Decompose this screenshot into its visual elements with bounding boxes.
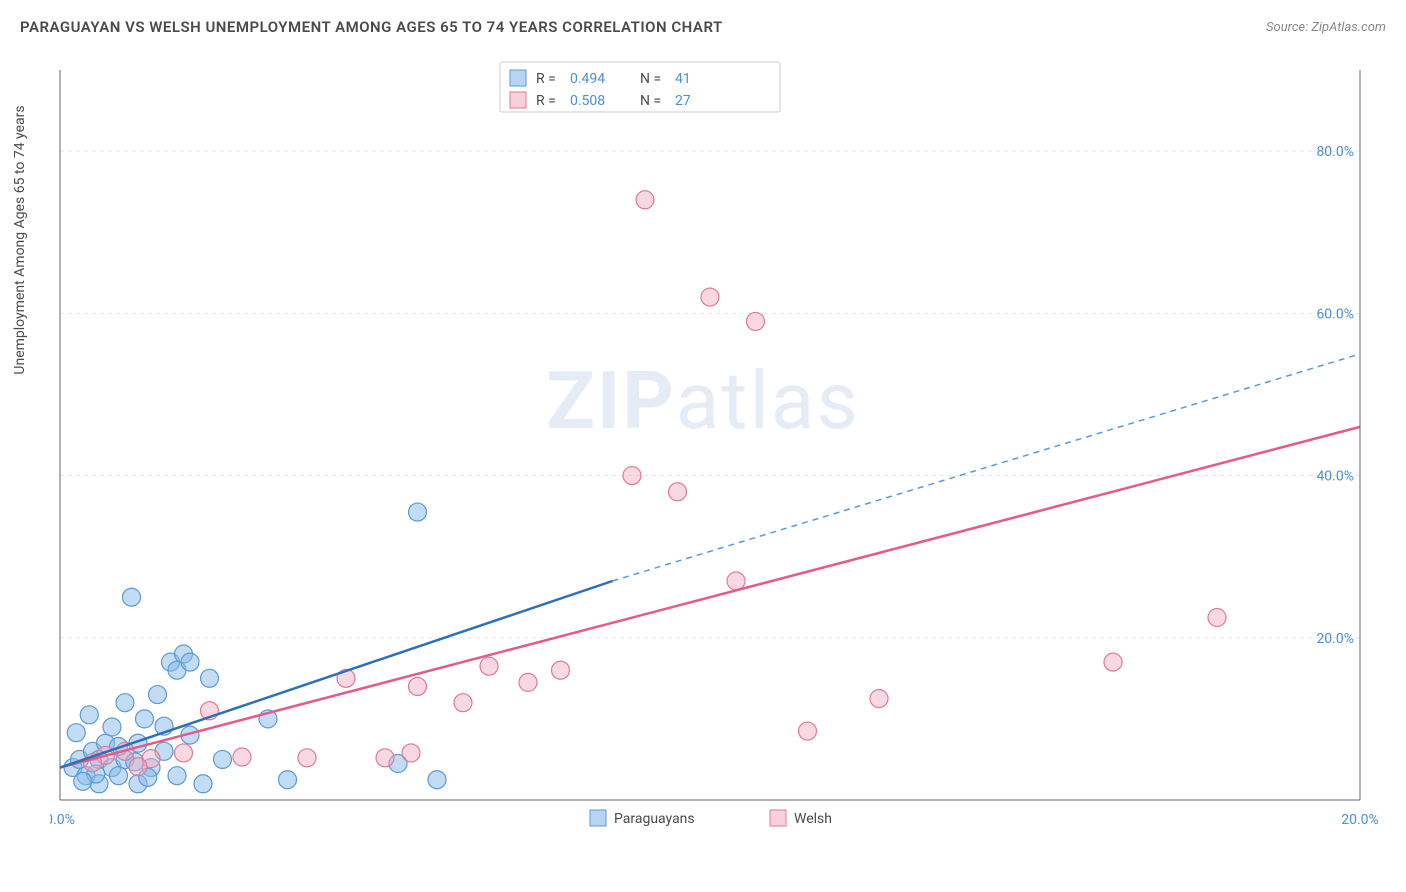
legend-swatch-pink bbox=[510, 92, 526, 108]
correlation-legend: R = 0.494 N = 41 R = 0.508 N = 27 bbox=[500, 62, 780, 112]
legend-bottom-label-blue: Paraguayans bbox=[614, 811, 695, 827]
series-legend: Paraguayans Welsh bbox=[590, 810, 832, 827]
chart-svg: 20.0% 40.0% 60.0% 80.0% 0.0% 20.0% R = 0.494… bbox=[50, 60, 1386, 830]
y-axis-label: Unemployment Among Ages 65 to 74 years bbox=[12, 40, 28, 440]
legend-swatch-blue bbox=[510, 70, 526, 86]
scatter-points bbox=[64, 191, 1226, 793]
source-label: Source: ZipAtlas.com bbox=[1266, 20, 1386, 35]
n-value-pink: 27 bbox=[675, 93, 691, 109]
svg-text:60.0%: 60.0% bbox=[1316, 306, 1354, 322]
svg-text:0.0%: 0.0% bbox=[50, 812, 75, 828]
chart-container: PARAGUAYAN VS WELSH UNEMPLOYMENT AMONG A… bbox=[0, 0, 1406, 892]
legend-bottom-label-pink: Welsh bbox=[794, 811, 832, 827]
r-label-1: R = bbox=[536, 71, 556, 87]
svg-text:20.0%: 20.0% bbox=[1341, 812, 1379, 828]
chart-title: PARAGUAYAN VS WELSH UNEMPLOYMENT AMONG A… bbox=[20, 18, 723, 36]
r-label-2: R = bbox=[536, 93, 556, 109]
svg-text:40.0%: 40.0% bbox=[1316, 469, 1354, 485]
n-label-1: N = bbox=[640, 71, 661, 87]
y-tick-labels: 20.0% 40.0% 60.0% 80.0% bbox=[1316, 144, 1354, 647]
n-label-2: N = bbox=[640, 93, 661, 109]
grid bbox=[60, 151, 1360, 638]
r-value-blue: 0.494 bbox=[570, 71, 605, 87]
n-value-blue: 41 bbox=[675, 71, 691, 87]
svg-text:20.0%: 20.0% bbox=[1316, 631, 1354, 647]
legend-bottom-swatch-pink bbox=[770, 810, 786, 826]
trend-lines bbox=[60, 354, 1360, 768]
svg-text:80.0%: 80.0% bbox=[1316, 144, 1354, 160]
chart-area: 20.0% 40.0% 60.0% 80.0% 0.0% 20.0% R = 0.494… bbox=[50, 60, 1386, 830]
x-tick-labels: 0.0% 20.0% bbox=[50, 812, 1379, 828]
r-value-pink: 0.508 bbox=[570, 93, 605, 109]
legend-bottom-swatch-blue bbox=[590, 810, 606, 826]
